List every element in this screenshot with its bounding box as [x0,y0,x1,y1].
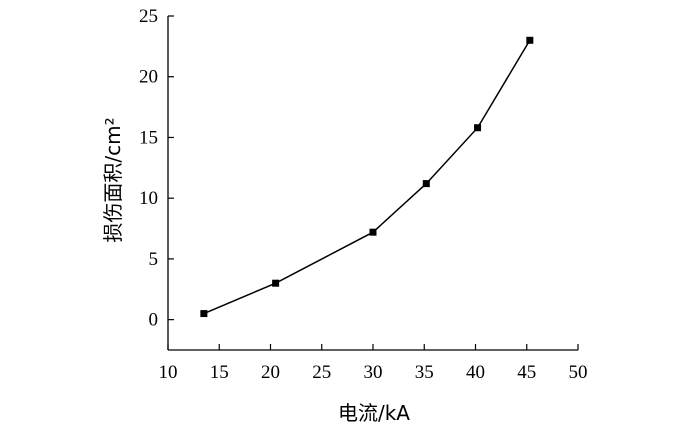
y-axis-label: 损伤面积/cm² [101,117,125,242]
data-point [422,180,430,188]
data-point [369,228,377,236]
data-point [474,124,482,132]
y-ticks: 0 5 10 15 20 25 [139,6,174,331]
x-axis-label: 电流/kA [338,401,410,425]
x-tick-label: 25 [312,362,331,383]
series-line [203,39,531,315]
x-tick-label: 45 [517,362,536,383]
axes [167,16,578,351]
y-tick-label: 15 [139,127,158,148]
y-tick-label: 20 [139,67,158,88]
x-tick-label: 10 [159,362,178,383]
x-tick-label: 20 [261,362,280,383]
y-tick-label: 25 [139,6,158,27]
x-tick-label: 50 [569,362,588,383]
x-tick-label: 35 [415,362,434,383]
y-tick-label: 0 [149,310,159,331]
data-series [200,36,534,318]
data-point [272,279,280,287]
x-tick-label: 30 [364,362,383,383]
data-point [200,310,208,318]
y-tick-label: 10 [139,188,158,209]
x-ticks: 10 15 20 25 30 35 40 45 50 [159,344,588,383]
x-tick-label: 40 [466,362,485,383]
data-point [526,36,534,44]
y-tick-label: 5 [149,249,159,270]
x-tick-label: 15 [210,362,229,383]
